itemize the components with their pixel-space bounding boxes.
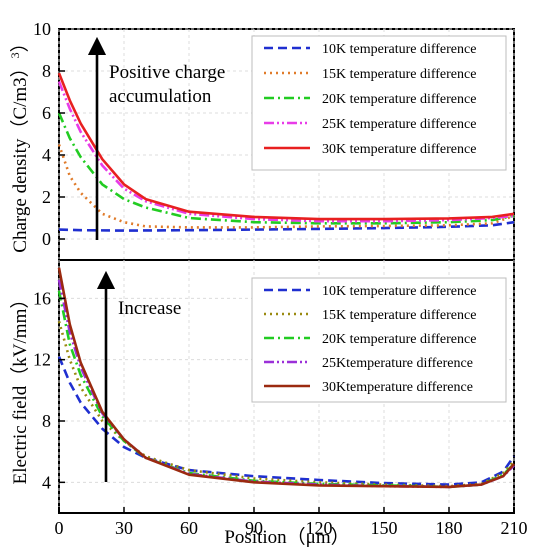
legend-label: 25K temperature difference <box>322 117 476 132</box>
bottom-legend: 10K temperature difference 15K temperatur… <box>251 277 507 403</box>
x-tick-label: 0 <box>55 518 64 538</box>
series-line <box>57 72 515 221</box>
x-axis-title: Position（μm） <box>224 526 349 548</box>
top-y-axis-title: Charge density（C/m3）3） <box>8 33 31 252</box>
x-tick-label: 120 <box>306 518 333 538</box>
y-tick-label: 16 <box>33 288 51 308</box>
closing-paren: ） <box>9 33 31 52</box>
legend-label: 20K temperature difference <box>322 332 476 347</box>
x-ticks: 0 30 60 90 120 150 180 210 <box>55 507 528 538</box>
legend-label: 10K temperature difference <box>322 42 476 57</box>
x-tick-label: 60 <box>180 518 198 538</box>
y-tick-label: 4 <box>42 472 51 492</box>
legend-label: 10K temperature difference <box>322 284 476 299</box>
y-tick-label: 6 <box>42 103 51 123</box>
legend-label: 25Ktemperature difference <box>322 356 473 371</box>
series-line <box>57 81 515 223</box>
x-tick-label: 180 <box>436 518 463 538</box>
charge-density-panel: 0 2 4 6 8 10 Charge density（C/m3）3） Positive … <box>8 19 515 261</box>
exponent-3: 3 <box>8 52 22 58</box>
bottom-legend-box <box>251 277 507 403</box>
legend-label: 20K temperature difference <box>322 92 476 107</box>
legend-label: 30Ktemperature difference <box>322 380 473 395</box>
bottom-y-ticks: 4 8 12 16 <box>33 288 65 492</box>
y-tick-label: 4 <box>42 145 51 165</box>
y-tick-label: 8 <box>42 411 51 431</box>
electric-field-panel: 4 8 12 16 0 30 60 90 120 150 180 210 Electric fiel… <box>9 259 528 548</box>
series-line <box>57 144 515 229</box>
series-line <box>57 267 515 489</box>
x-tick-label: 210 <box>501 518 528 538</box>
legend-label: 15K temperature difference <box>322 308 476 323</box>
top-legend: 10K temperature difference 15K temperatur… <box>251 35 507 171</box>
x-tick-label: 150 <box>371 518 398 538</box>
y-tick-label: 0 <box>42 229 51 249</box>
x-tick-label: 30 <box>115 518 133 538</box>
y-tick-label: 12 <box>33 350 51 370</box>
annotation-line-2: accumulation <box>109 86 212 107</box>
annotation-line-1: Positive charge <box>109 62 225 83</box>
legend-label: 15K temperature difference <box>322 67 476 82</box>
bottom-series-group <box>57 267 516 489</box>
series-line <box>57 356 516 486</box>
series-line <box>58 220 515 232</box>
series-line <box>57 112 515 225</box>
x-tick-label: 90 <box>245 518 263 538</box>
y-tick-label: 8 <box>42 61 51 81</box>
y-tick-label: 10 <box>33 19 51 39</box>
y-tick-label: 2 <box>42 187 51 207</box>
increase-annotation: Increase <box>118 298 181 319</box>
top-series-group <box>57 72 515 232</box>
bottom-y-axis-title: Electric field（kV/mm） <box>9 290 31 485</box>
legend-label: 30K temperature difference <box>322 142 476 157</box>
top-y-ticks: 0 2 4 6 8 10 <box>33 19 65 249</box>
